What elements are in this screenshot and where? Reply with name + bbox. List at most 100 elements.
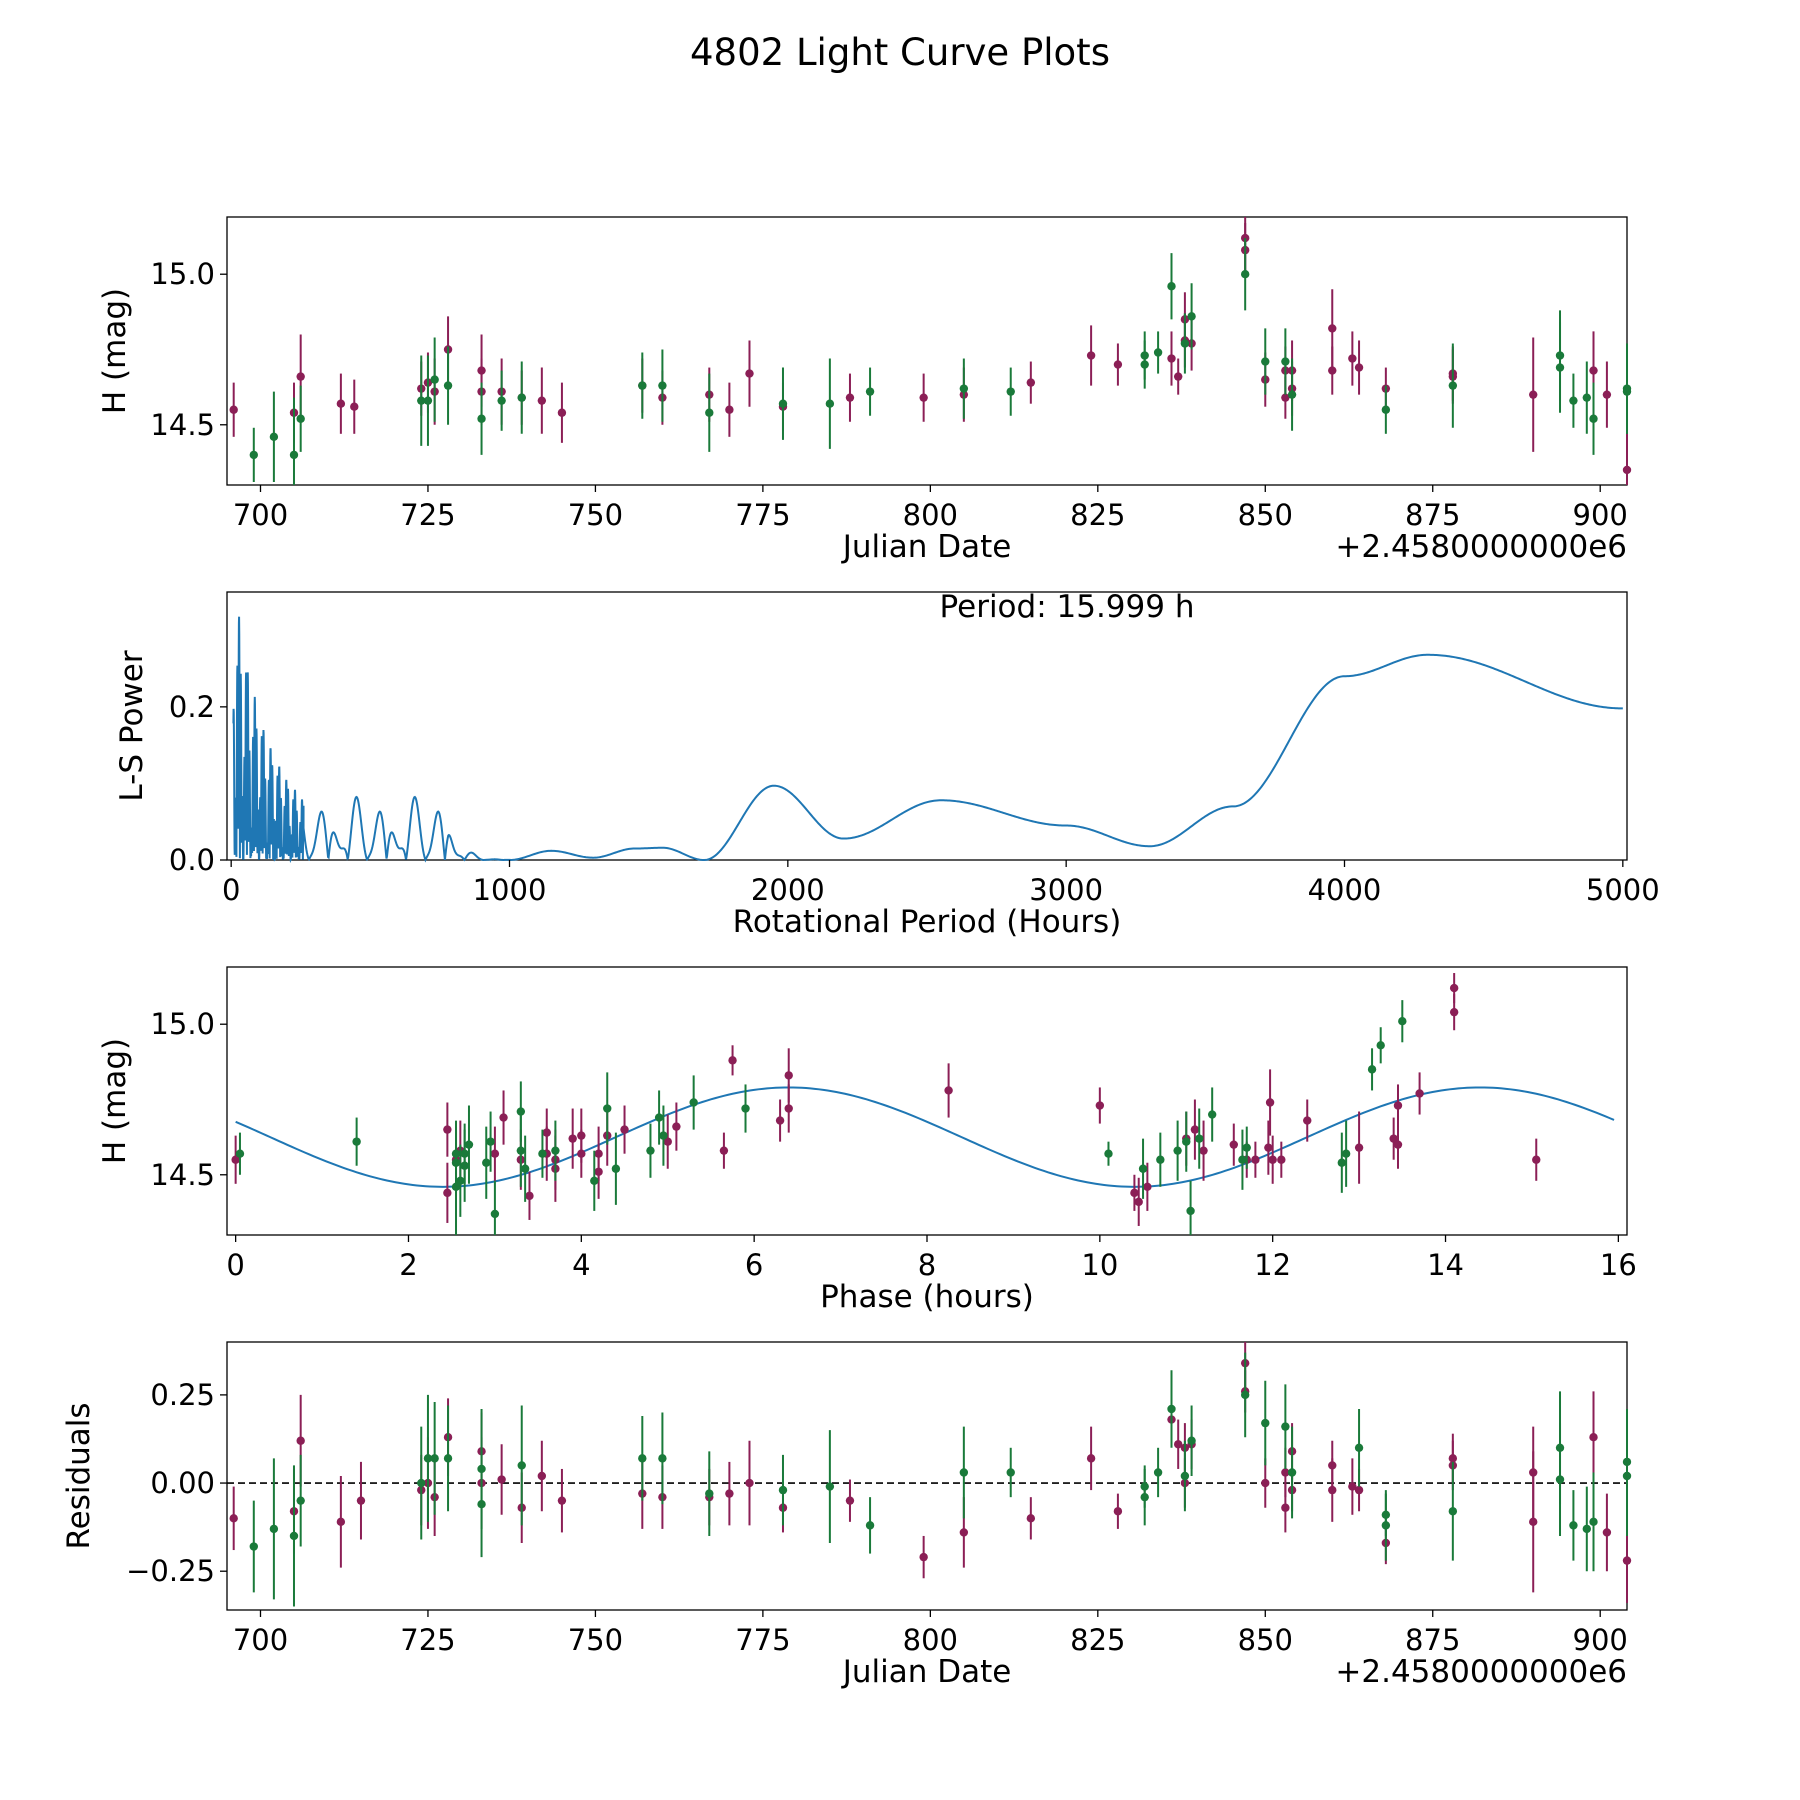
data-point [1448, 1507, 1458, 1516]
data-point [1569, 396, 1578, 405]
x-tick-label: 700 [233, 498, 288, 532]
data-point [497, 1475, 506, 1484]
data-point [1086, 351, 1096, 360]
data-point [745, 369, 754, 378]
data-point [689, 1098, 698, 1107]
x-offset-label: +2.4580000000e6 [1335, 529, 1627, 565]
data-point [1240, 1390, 1250, 1400]
data-point [1393, 1101, 1403, 1110]
data-point [1367, 1065, 1377, 1074]
data-point [1622, 1556, 1632, 1565]
data-point [1265, 1098, 1275, 1107]
data-point [443, 1125, 452, 1134]
data-point [1449, 983, 1459, 993]
data-point [1287, 390, 1297, 399]
data-point [825, 399, 835, 408]
x-tick-label: 16 [1600, 1248, 1637, 1282]
data-point [525, 1191, 534, 1201]
data-point [1589, 414, 1598, 423]
fit-curve [235, 1086, 1615, 1188]
data-point [745, 1478, 754, 1488]
data-point [1187, 312, 1196, 321]
data-point [1268, 1155, 1277, 1164]
data-point [1199, 1146, 1208, 1155]
y-tick-label: 0.0 [169, 843, 215, 877]
data-point [845, 1496, 855, 1505]
periodogram-curve [232, 616, 1623, 864]
data-point [538, 1149, 547, 1158]
data-point [477, 1500, 486, 1509]
data-point [557, 1496, 567, 1505]
x-axis-label: Julian Date [841, 529, 1012, 565]
x-tick-label: 12 [1254, 1248, 1291, 1282]
plot-frame [226, 591, 1628, 861]
x-tick-label: 700 [233, 1623, 288, 1657]
data-point [350, 402, 359, 411]
data-point [1180, 1471, 1190, 1481]
x-tick-label: 850 [1238, 1623, 1293, 1657]
data-point [1589, 1433, 1598, 1442]
x-tick-label: 775 [735, 1623, 790, 1657]
data-point [577, 1131, 586, 1140]
data-point [705, 408, 714, 417]
y-tick-label: −0.25 [126, 1554, 215, 1588]
data-point [1529, 390, 1538, 399]
data-point [784, 1071, 793, 1080]
data-point [1398, 1017, 1407, 1026]
y-tick-label: 14.5 [150, 408, 215, 442]
data-point [1328, 366, 1337, 375]
data-point [1130, 1188, 1139, 1198]
axis-ticks: 700 725 750 775 800 825 850 875 900 −0.25 0.00 0.25 [126, 1378, 1628, 1657]
data-point [1328, 324, 1337, 333]
data-point [229, 405, 238, 414]
data-point [1153, 348, 1163, 357]
data-point [1287, 1468, 1297, 1477]
data-point [1381, 405, 1391, 414]
x-tick-label: 800 [903, 498, 958, 532]
x-tick-label: 775 [735, 498, 790, 532]
data-point [1354, 363, 1364, 372]
x-tick-label: 750 [568, 498, 623, 532]
data-point [1026, 378, 1036, 387]
data-point [1264, 1143, 1273, 1152]
data-point [959, 1528, 969, 1537]
data-point [231, 1155, 240, 1164]
data-point [1393, 1140, 1403, 1149]
data-point [1138, 1164, 1148, 1173]
data-point [603, 1104, 612, 1113]
data-point [1095, 1101, 1105, 1110]
x-tick-label: 725 [400, 498, 455, 532]
y-tick-label: 0.00 [150, 1466, 215, 1500]
data-point [1328, 1485, 1337, 1495]
data-point [919, 393, 928, 402]
x-tick-label: 4 [572, 1248, 590, 1282]
data-point [1354, 1485, 1364, 1495]
data-point [517, 393, 526, 402]
data-point [235, 1149, 245, 1158]
data-point [537, 396, 547, 405]
x-tick-label: 10 [1081, 1248, 1118, 1282]
x-tick-label: 8 [918, 1248, 936, 1282]
data-point [611, 1164, 621, 1173]
data-point [1186, 1206, 1195, 1216]
data-point [1242, 1143, 1251, 1152]
data-point [1173, 1440, 1183, 1449]
data-point [1006, 1468, 1015, 1477]
data-point [1240, 233, 1250, 243]
data-point [663, 1137, 672, 1146]
data-point [1449, 1007, 1459, 1017]
data-point [229, 1514, 238, 1523]
data-point [825, 1482, 835, 1491]
data-point [1240, 270, 1250, 279]
y-axis-label: H (mag) [97, 288, 133, 414]
x-tick-label: 6 [745, 1248, 763, 1282]
data-point [1173, 1146, 1182, 1155]
data-point [1113, 360, 1123, 369]
data-point [778, 1485, 788, 1495]
y-tick-label: 15.0 [150, 257, 215, 291]
data-point [1195, 1134, 1204, 1143]
data-point [430, 1454, 439, 1463]
x-axis-label: Phase (hours) [820, 1279, 1034, 1315]
figure-title: 4802 Light Curve Plots [690, 31, 1110, 74]
phased-data [231, 973, 1615, 1235]
